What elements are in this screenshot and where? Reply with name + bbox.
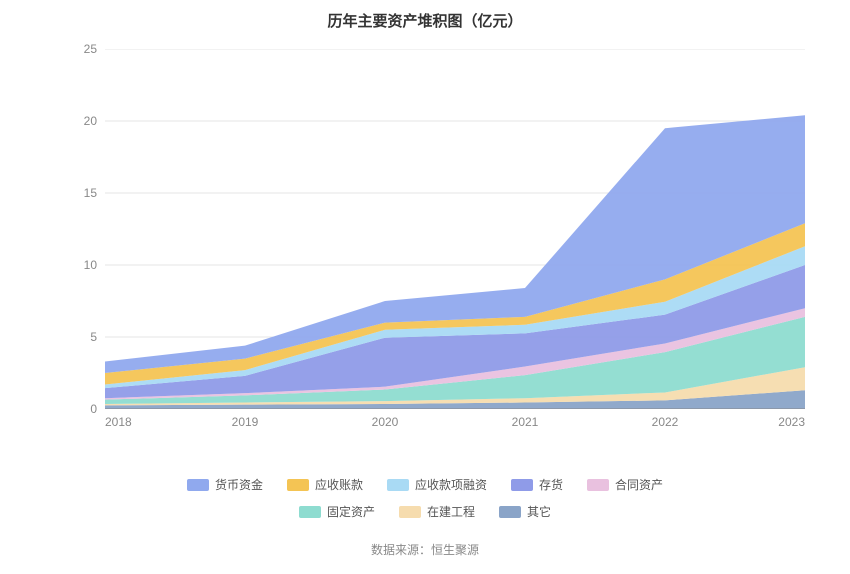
legend-label: 应收款项融资 [415, 476, 487, 493]
legend-swatch [387, 479, 409, 491]
stacked-area-svg [105, 49, 805, 409]
legend-swatch [187, 479, 209, 491]
legend-swatch [299, 506, 321, 518]
x-tick-label: 2020 [372, 409, 399, 429]
legend-swatch [499, 506, 521, 518]
x-tick-label: 2023 [778, 409, 805, 429]
x-tick-label: 2019 [232, 409, 259, 429]
data-source-prefix: 数据来源： [371, 543, 431, 557]
y-tick-label: 10 [84, 258, 105, 272]
x-tick-label: 2021 [512, 409, 539, 429]
legend-label: 货币资金 [215, 476, 263, 493]
y-tick-label: 15 [84, 186, 105, 200]
legend-label: 其它 [527, 503, 551, 520]
legend-swatch [587, 479, 609, 491]
legend-item[interactable]: 应收款项融资 [387, 476, 487, 493]
legend-swatch [287, 479, 309, 491]
x-tick-label: 2018 [105, 409, 132, 429]
y-tick-label: 20 [84, 114, 105, 128]
legend-item[interactable]: 在建工程 [399, 503, 475, 520]
chart-plot-wrap: 0 5 10 15 20 25 2018 2019 2020 2021 2022 2023 [35, 37, 815, 437]
y-tick-label: 5 [90, 330, 105, 344]
plot-area: 0510152025201820192020202120222023 [105, 49, 805, 409]
legend-item[interactable]: 其它 [499, 503, 551, 520]
y-tick-label: 25 [84, 42, 105, 56]
legend-label: 存货 [539, 476, 563, 493]
legend-item[interactable]: 货币资金 [187, 476, 263, 493]
legend: 货币资金 应收账款 应收款项融资 存货 合同资产固定资产 在建工程 其它 [125, 473, 725, 523]
legend-label: 合同资产 [615, 476, 663, 493]
chart-container: 历年主要资产堆积图（亿元） 0 5 10 15 20 25 2018 2019 2020 2021… [0, 0, 850, 574]
data-source-name: 恒生聚源 [431, 543, 479, 557]
data-source: 数据来源：恒生聚源 [0, 541, 850, 558]
legend-item[interactable]: 合同资产 [587, 476, 663, 493]
chart-title: 历年主要资产堆积图（亿元） [0, 0, 850, 37]
legend-label: 在建工程 [427, 503, 475, 520]
y-tick-label: 0 [90, 402, 105, 416]
legend-swatch [511, 479, 533, 491]
legend-item[interactable]: 存货 [511, 476, 563, 493]
legend-item[interactable]: 固定资产 [299, 503, 375, 520]
x-tick-label: 2022 [652, 409, 679, 429]
legend-label: 固定资产 [327, 503, 375, 520]
legend-label: 应收账款 [315, 476, 363, 493]
legend-item[interactable]: 应收账款 [287, 476, 363, 493]
legend-swatch [399, 506, 421, 518]
